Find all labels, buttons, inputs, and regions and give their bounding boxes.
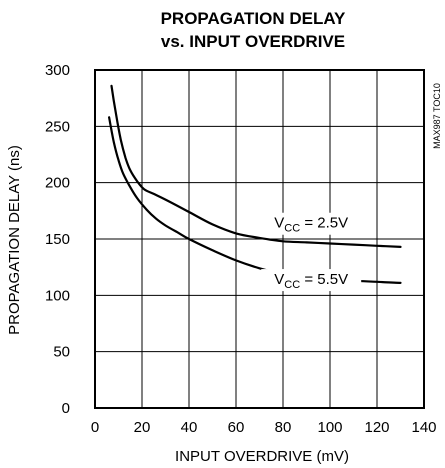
x-tick-label: 60 bbox=[228, 419, 245, 436]
series-labels: VCC = 2.5V VCC = 5.5V bbox=[261, 212, 362, 292]
series-line bbox=[110, 84, 402, 248]
x-tick-label: 100 bbox=[317, 419, 342, 436]
tick-labels: 0 20 40 60 80 100 120 140 0 50 100 150 200 250 300 bbox=[45, 62, 437, 436]
series-label: VCC = 2.5V bbox=[274, 215, 348, 235]
y-tick-label: 300 bbox=[45, 62, 70, 79]
chart-title-line2: vs. INPUT OVERDRIVE bbox=[161, 32, 345, 51]
series-line bbox=[108, 116, 402, 284]
chart-title-line1: PROPAGATION DELAY bbox=[161, 9, 346, 28]
x-axis-label: INPUT OVERDRIVE (mV) bbox=[175, 448, 349, 465]
y-tick-label: 100 bbox=[45, 287, 70, 304]
y-tick-label: 250 bbox=[45, 118, 70, 135]
y-axis-label: PROPAGATION DELAY (ns) bbox=[6, 145, 23, 335]
series-label-background bbox=[261, 212, 362, 235]
x-tick-label: 20 bbox=[134, 419, 151, 436]
y-tick-label: 200 bbox=[45, 175, 70, 192]
x-tick-label: 120 bbox=[364, 419, 389, 436]
x-tick-label: 80 bbox=[275, 419, 292, 436]
y-tick-label: 150 bbox=[45, 231, 70, 248]
series-label-background bbox=[261, 269, 362, 292]
figure-code: MAX987 TOC10 bbox=[432, 83, 442, 149]
x-tick-label: 0 bbox=[91, 419, 99, 436]
plot-frame bbox=[94, 69, 425, 409]
x-tick-label: 140 bbox=[411, 419, 436, 436]
x-tick-label: 40 bbox=[181, 419, 198, 436]
series-lines bbox=[108, 84, 402, 284]
y-tick-label: 50 bbox=[53, 344, 70, 361]
y-tick-label: 0 bbox=[62, 400, 70, 417]
series-label: VCC = 5.5V bbox=[274, 271, 348, 291]
